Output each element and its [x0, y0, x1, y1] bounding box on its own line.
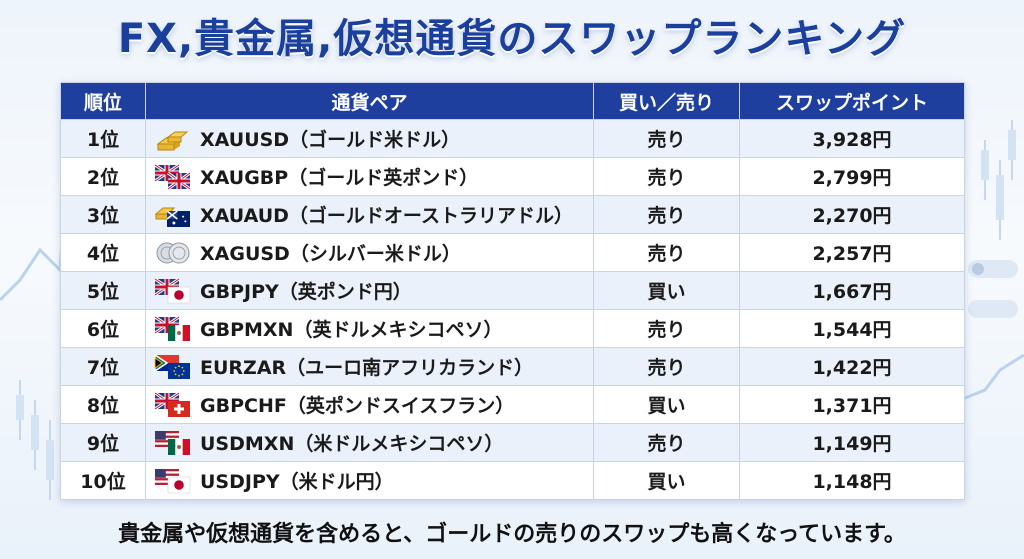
side-cell: 売り: [593, 347, 740, 386]
swap-points-cell: 2,257円: [739, 233, 965, 272]
uk-mexico-flags-icon: [154, 315, 192, 342]
table-row: 6位 GBPMXN（英ドルメキシコペソ） 売り 1,544円: [60, 309, 965, 348]
rank-cell: 3位: [60, 195, 146, 234]
side-cell: 売り: [593, 423, 740, 462]
side-cell: 買い: [593, 385, 740, 424]
eu-southafrica-flags-icon: [154, 353, 192, 380]
us-mexico-flags-icon: [154, 430, 192, 456]
swap-points-cell: 1,148円: [739, 461, 965, 500]
swap-points-cell: 1,149円: [739, 423, 965, 462]
pair-cell: XAUGBP（ゴールド英ポンド）: [145, 157, 594, 196]
table-row: 10位 USDJPY（米ドル円） 買い 1,148円: [60, 461, 965, 500]
pair-cell: XAGUSD（シルバー米ドル）: [145, 233, 594, 272]
table-header-row: 順位 通貨ペア 買い／売り スワップポイント: [60, 82, 965, 120]
header-pair: 通貨ペア: [145, 82, 594, 120]
table-row: 4位 XAGUSD（シルバー米ドル） 売り 2,257円: [60, 233, 965, 272]
table-row: 5位 GBPJPY（英ポンド円） 買い 1,667円: [60, 271, 965, 310]
gold-australia-icon: [154, 202, 192, 228]
rank-cell: 10位: [60, 461, 146, 500]
page-title: FX,貴金属,仮想通貨のスワップランキング: [117, 16, 907, 62]
silver-coins-icon: [154, 240, 192, 266]
swap-points-cell: 1,544円: [739, 309, 965, 348]
pair-label: GBPMXN（英ドルメキシコペソ）: [200, 319, 503, 341]
side-cell: 売り: [593, 157, 740, 196]
header-swap-points: スワップポイント: [739, 82, 965, 120]
side-cell: 売り: [593, 119, 740, 158]
pair-cell: USDMXN（米ドルメキシコペソ）: [145, 423, 594, 462]
rank-cell: 9位: [60, 423, 146, 462]
side-cell: 買い: [593, 461, 740, 500]
pair-label: GBPJPY（英ポンド円）: [200, 281, 412, 303]
rank-cell: 1位: [60, 119, 146, 158]
header-side: 買い／売り: [593, 82, 740, 120]
uk-japan-flags-icon: [154, 277, 192, 304]
header-rank: 順位: [60, 82, 146, 120]
table-row: 9位 USDMXN（米ドルメキシコペソ） 売り 1,149円: [60, 423, 965, 462]
rank-cell: 6位: [60, 309, 146, 348]
rank-cell: 2位: [60, 157, 146, 196]
pair-cell: XAUAUD（ゴールドオーストラリアドル）: [145, 195, 594, 234]
swap-points-cell: 2,799円: [739, 157, 965, 196]
rank-cell: 5位: [60, 271, 146, 310]
gold-bars-icon: [154, 126, 192, 152]
side-cell: 売り: [593, 233, 740, 272]
pair-cell: USDJPY（米ドル円）: [145, 461, 594, 500]
pair-label: XAGUSD（シルバー米ドル）: [200, 243, 461, 265]
uk-swiss-flags-icon: [154, 391, 192, 418]
swap-points-cell: 1,422円: [739, 347, 965, 386]
swap-points-cell: 1,667円: [739, 271, 965, 310]
swap-ranking-table: 順位 通貨ペア 買い／売り スワップポイント 1位 XAUUSD（ゴールド米ドル）…: [60, 82, 965, 500]
table-row: 8位 GBPCHF（英ポンドスイスフラン） 買い 1,371円: [60, 385, 965, 424]
swap-points-cell: 3,928円: [739, 119, 965, 158]
pair-cell: EURZAR（ユーロ南アフリカランド）: [145, 347, 594, 386]
pair-label: USDJPY（米ドル円）: [200, 471, 394, 493]
side-cell: 売り: [593, 195, 740, 234]
table-row: 2位 XAUGBP（ゴールド英ポンド） 売り 2,799円: [60, 157, 965, 196]
swap-points-cell: 1,371円: [739, 385, 965, 424]
us-japan-flags-icon: [154, 468, 192, 494]
pair-cell: GBPCHF（英ポンドスイスフラン）: [145, 385, 594, 424]
uk-flag-icon: [154, 163, 192, 190]
footer-note: 貴金属や仮想通貨を含めると、ゴールドの売りのスワップも高くなっています。: [118, 522, 906, 547]
rank-cell: 8位: [60, 385, 146, 424]
swap-points-cell: 2,270円: [739, 195, 965, 234]
rank-cell: 7位: [60, 347, 146, 386]
side-cell: 売り: [593, 309, 740, 348]
side-cell: 買い: [593, 271, 740, 310]
pair-label: GBPCHF（英ポンドスイスフラン）: [200, 395, 515, 417]
pair-label: XAUUSD（ゴールド米ドル）: [200, 129, 461, 151]
table-row: 7位 EURZAR（ユーロ南アフリカランド） 売り 1,422円: [60, 347, 965, 386]
pair-cell: GBPMXN（英ドルメキシコペソ）: [145, 309, 594, 348]
pair-label: XAUAUD（ゴールドオーストラリアドル）: [200, 205, 573, 227]
table-row: 1位 XAUUSD（ゴールド米ドル） 売り 3,928円: [60, 119, 965, 158]
pair-cell: XAUUSD（ゴールド米ドル）: [145, 119, 594, 158]
table-row: 3位 XAUAUD（ゴールドオーストラリアドル） 売り 2,270円: [60, 195, 965, 234]
rank-cell: 4位: [60, 233, 146, 272]
pair-label: EURZAR（ユーロ南アフリカランド）: [200, 357, 534, 379]
pair-label: USDMXN（米ドルメキシコペソ）: [200, 433, 504, 455]
pair-label: XAUGBP（ゴールド英ポンド）: [200, 167, 479, 189]
pair-cell: GBPJPY（英ポンド円）: [145, 271, 594, 310]
